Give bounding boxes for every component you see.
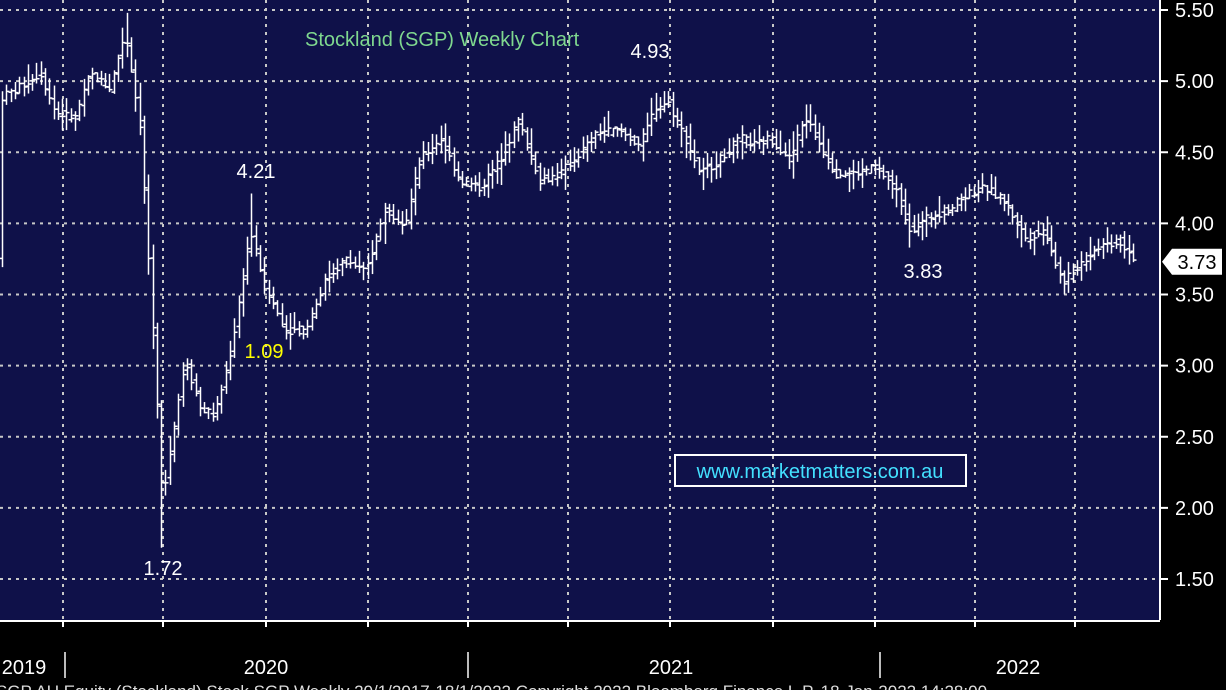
price-annotation: 4.21 xyxy=(237,161,276,183)
y-tick-label: 1.50 xyxy=(1175,569,1214,591)
x-tick-label: 2022 xyxy=(996,657,1041,679)
y-tick-label: 3.50 xyxy=(1175,285,1214,307)
y-tick-label: 3.00 xyxy=(1175,356,1214,378)
y-tick-label: 2.50 xyxy=(1175,427,1214,449)
x-tick-label: 2020 xyxy=(244,657,289,679)
watermark-box xyxy=(674,454,967,487)
price-annotation: 1.72 xyxy=(144,558,183,580)
plot-area xyxy=(0,0,1160,620)
x-tick-label: 2019 xyxy=(2,657,47,679)
y-tick-label: 5.50 xyxy=(1175,0,1214,22)
y-tick-label: 5.00 xyxy=(1175,71,1214,93)
watermark-url: www.marketmatters.com.au xyxy=(696,461,944,483)
y-tick-label: 4.00 xyxy=(1175,213,1214,235)
y-tick-label: 4.50 xyxy=(1175,142,1214,164)
last-price-tag xyxy=(1162,248,1222,275)
y-tick-label: 2.00 xyxy=(1175,498,1214,520)
last-price-label: 3.73 xyxy=(1178,252,1217,274)
price-annotation: 1.09 xyxy=(245,341,284,363)
price-annotation: 4.93 xyxy=(631,41,670,63)
price-annotation: 3.83 xyxy=(904,261,943,283)
chart-title: Stockland (SGP) Weekly Chart xyxy=(305,29,580,51)
x-tick-label: 2021 xyxy=(649,657,694,679)
footer-text: SGP AU Equity (Stockland) Stock SGP Week… xyxy=(0,682,987,690)
